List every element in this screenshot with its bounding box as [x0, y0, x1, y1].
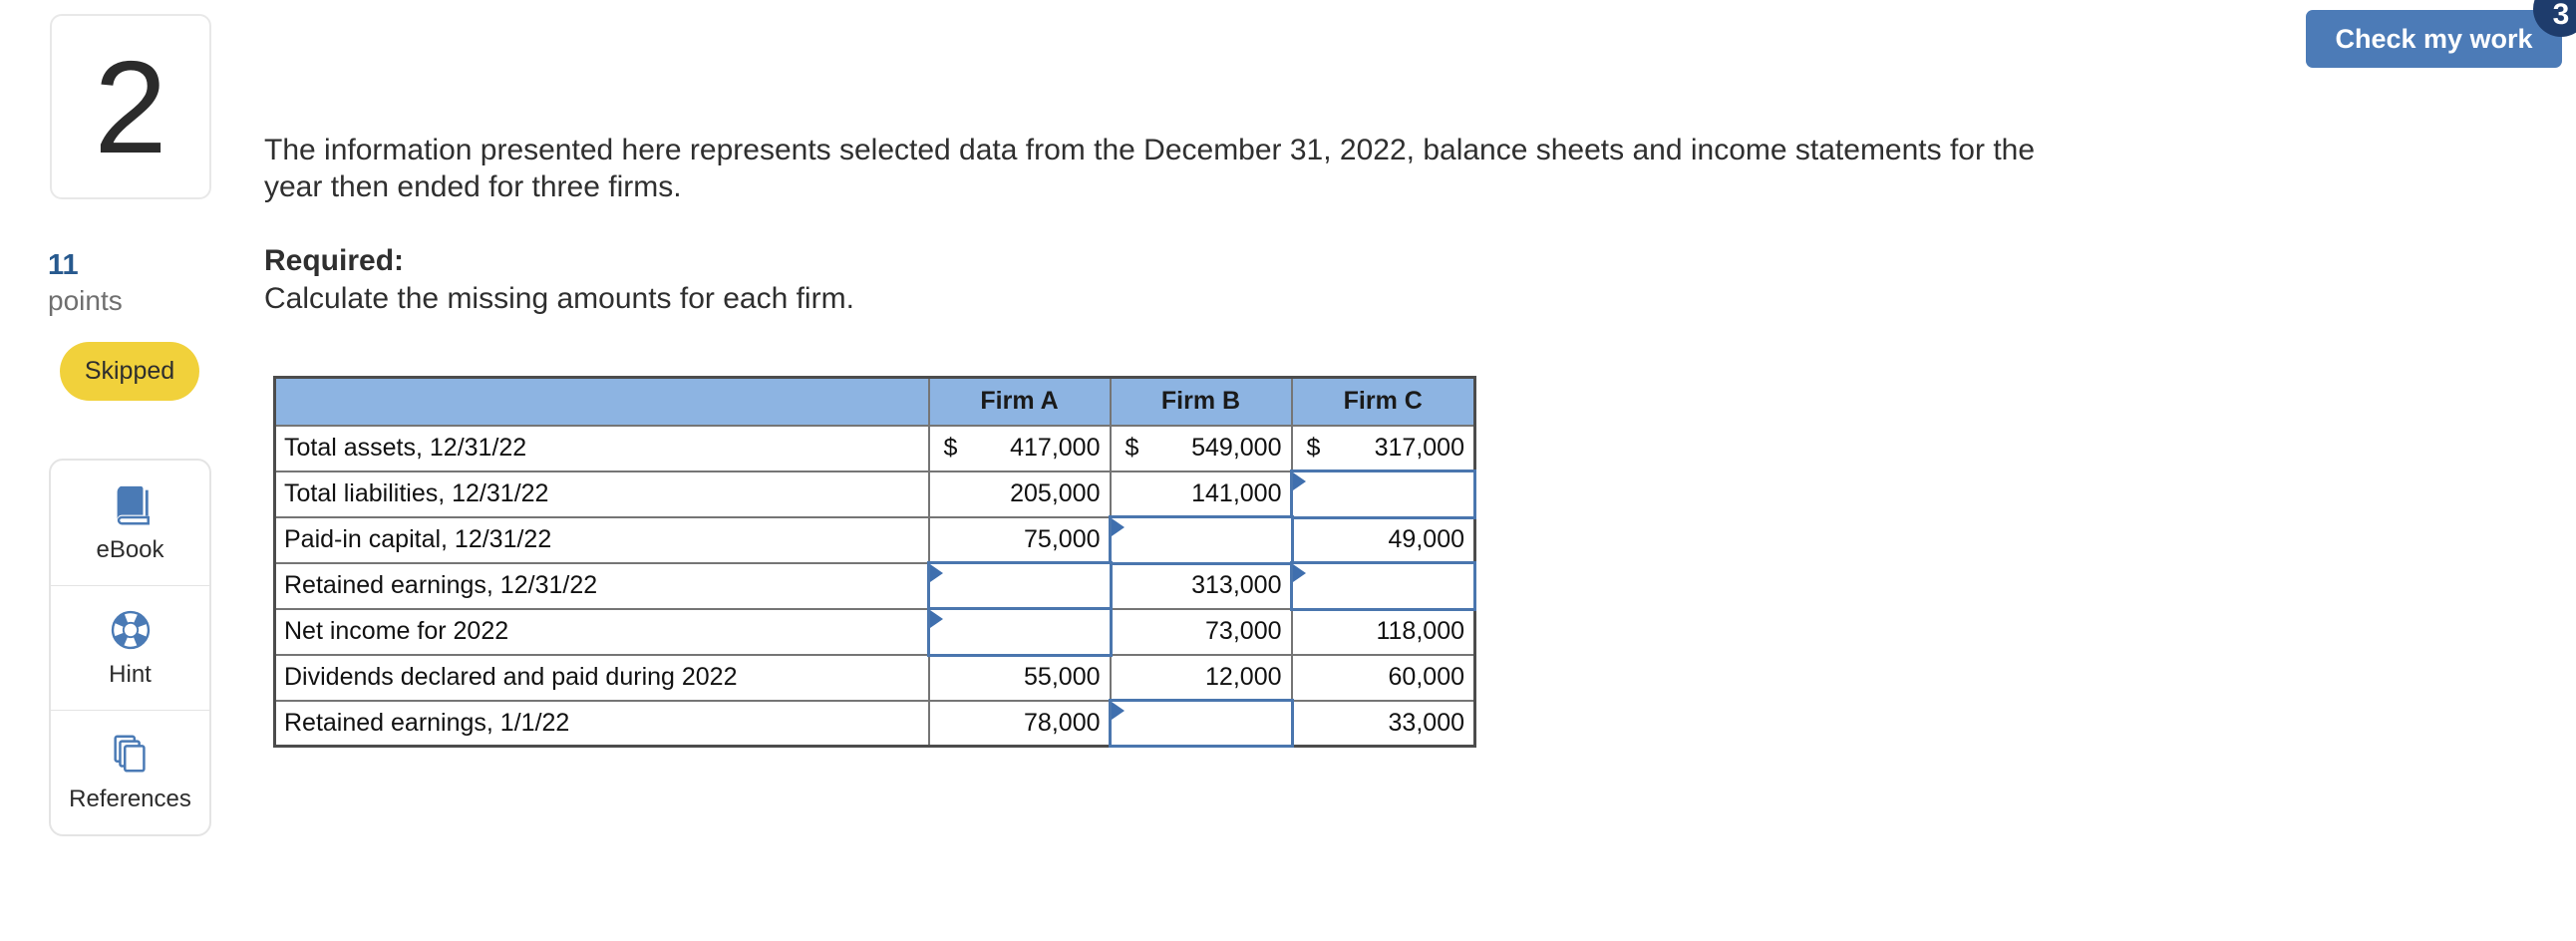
- resource-panel: eBook Hint: [49, 459, 211, 836]
- required-block: Required: Calculate the missing amounts …: [264, 242, 854, 318]
- table-cell: 118,000: [1290, 607, 1476, 656]
- answer-input[interactable]: [1289, 560, 1476, 611]
- table-row: Total assets, 12/31/22 $ 417,000 $ 549,0…: [273, 424, 1476, 472]
- references-button[interactable]: References: [51, 710, 209, 834]
- currency-sign: $: [1125, 434, 1139, 462]
- points-block: 11 points: [48, 249, 123, 318]
- references-label: References: [69, 785, 191, 812]
- column-header-firm-c: Firm C: [1290, 376, 1476, 427]
- status-badge: Skipped: [60, 342, 199, 401]
- row-label: Total assets, 12/31/22: [273, 424, 930, 472]
- table-row: Retained earnings, 1/1/22 78,000 33,000: [273, 698, 1476, 748]
- question-number: 2: [50, 14, 211, 199]
- table-cell: [1289, 469, 1476, 519]
- answer-input[interactable]: [1108, 514, 1294, 565]
- table-cell: 313,000: [1109, 561, 1293, 610]
- ebook-label: eBook: [96, 535, 164, 563]
- required-heading: Required:: [264, 244, 405, 277]
- table-cell: 55,000: [927, 653, 1112, 702]
- hint-label: Hint: [109, 661, 152, 688]
- table-row: Paid-in capital, 12/31/22 75,000 49,000: [273, 514, 1476, 565]
- table-cell: 78,000: [927, 699, 1112, 748]
- required-text: Calculate the missing amounts for each f…: [264, 282, 854, 315]
- hint-button[interactable]: Hint: [51, 585, 209, 710]
- table-cell: [1108, 514, 1294, 565]
- row-label: Retained earnings, 12/31/22: [273, 561, 930, 610]
- table-cell: 33,000: [1290, 699, 1476, 748]
- answer-input[interactable]: [926, 606, 1113, 657]
- points-value: 11: [48, 249, 79, 281]
- table-cell: [1108, 698, 1294, 748]
- table-cell: 60,000: [1290, 653, 1476, 702]
- flag-marker-icon: [1292, 471, 1306, 490]
- flag-marker-icon: [1111, 517, 1125, 536]
- references-pages-icon: [108, 732, 154, 778]
- currency-sign: $: [1306, 434, 1321, 462]
- table-cell: [926, 606, 1113, 657]
- hint-lifering-icon: [108, 607, 154, 653]
- table-header-row: Firm A Firm B Firm C: [273, 376, 1476, 427]
- column-header-firm-a: Firm A: [927, 376, 1112, 427]
- row-label: Net income for 2022: [273, 607, 930, 656]
- ebook-button[interactable]: eBook: [51, 461, 209, 585]
- column-header-firm-b: Firm B: [1109, 376, 1293, 427]
- currency-sign: $: [943, 434, 958, 462]
- question-intro-text: The information presented here represent…: [264, 134, 2036, 203]
- answer-input[interactable]: [1289, 469, 1476, 519]
- table-cell: 49,000: [1290, 515, 1476, 564]
- table-cell: 205,000: [927, 470, 1112, 518]
- table-cell: [926, 560, 1113, 611]
- flag-marker-icon: [1292, 563, 1306, 582]
- flag-marker-icon: [929, 609, 943, 628]
- firms-data-table: Firm A Firm B Firm C Total assets, 12/31…: [273, 376, 1476, 748]
- table-row: Total liabilities, 12/31/22 205,000 141,…: [273, 469, 1476, 519]
- table-cell: $ 317,000: [1290, 424, 1476, 472]
- check-my-work-button[interactable]: Check my work: [2306, 10, 2562, 68]
- row-label: Retained earnings, 1/1/22: [273, 699, 930, 748]
- table-cell: [1289, 560, 1476, 611]
- table-cell: $ 417,000: [927, 424, 1112, 472]
- row-label: Paid-in capital, 12/31/22: [273, 515, 930, 564]
- row-label: Dividends declared and paid during 2022: [273, 653, 930, 702]
- corner-header-cell: [273, 376, 930, 427]
- table-row: Net income for 2022 73,000 118,000: [273, 606, 1476, 657]
- table-row: Dividends declared and paid during 2022 …: [273, 653, 1476, 702]
- table-cell: 75,000: [927, 515, 1112, 564]
- answer-input[interactable]: [926, 560, 1113, 611]
- row-label: Total liabilities, 12/31/22: [273, 470, 930, 518]
- table-cell: 12,000: [1109, 653, 1293, 702]
- flag-marker-icon: [929, 563, 943, 582]
- table-cell: 141,000: [1109, 470, 1293, 518]
- table-cell: $ 549,000: [1109, 424, 1293, 472]
- points-label: points: [48, 285, 123, 317]
- table-row: Retained earnings, 12/31/22 313,000: [273, 560, 1476, 611]
- flag-marker-icon: [1111, 701, 1125, 720]
- table-cell: 73,000: [1109, 607, 1293, 656]
- answer-input[interactable]: [1108, 698, 1294, 748]
- ebook-icon: [108, 482, 154, 528]
